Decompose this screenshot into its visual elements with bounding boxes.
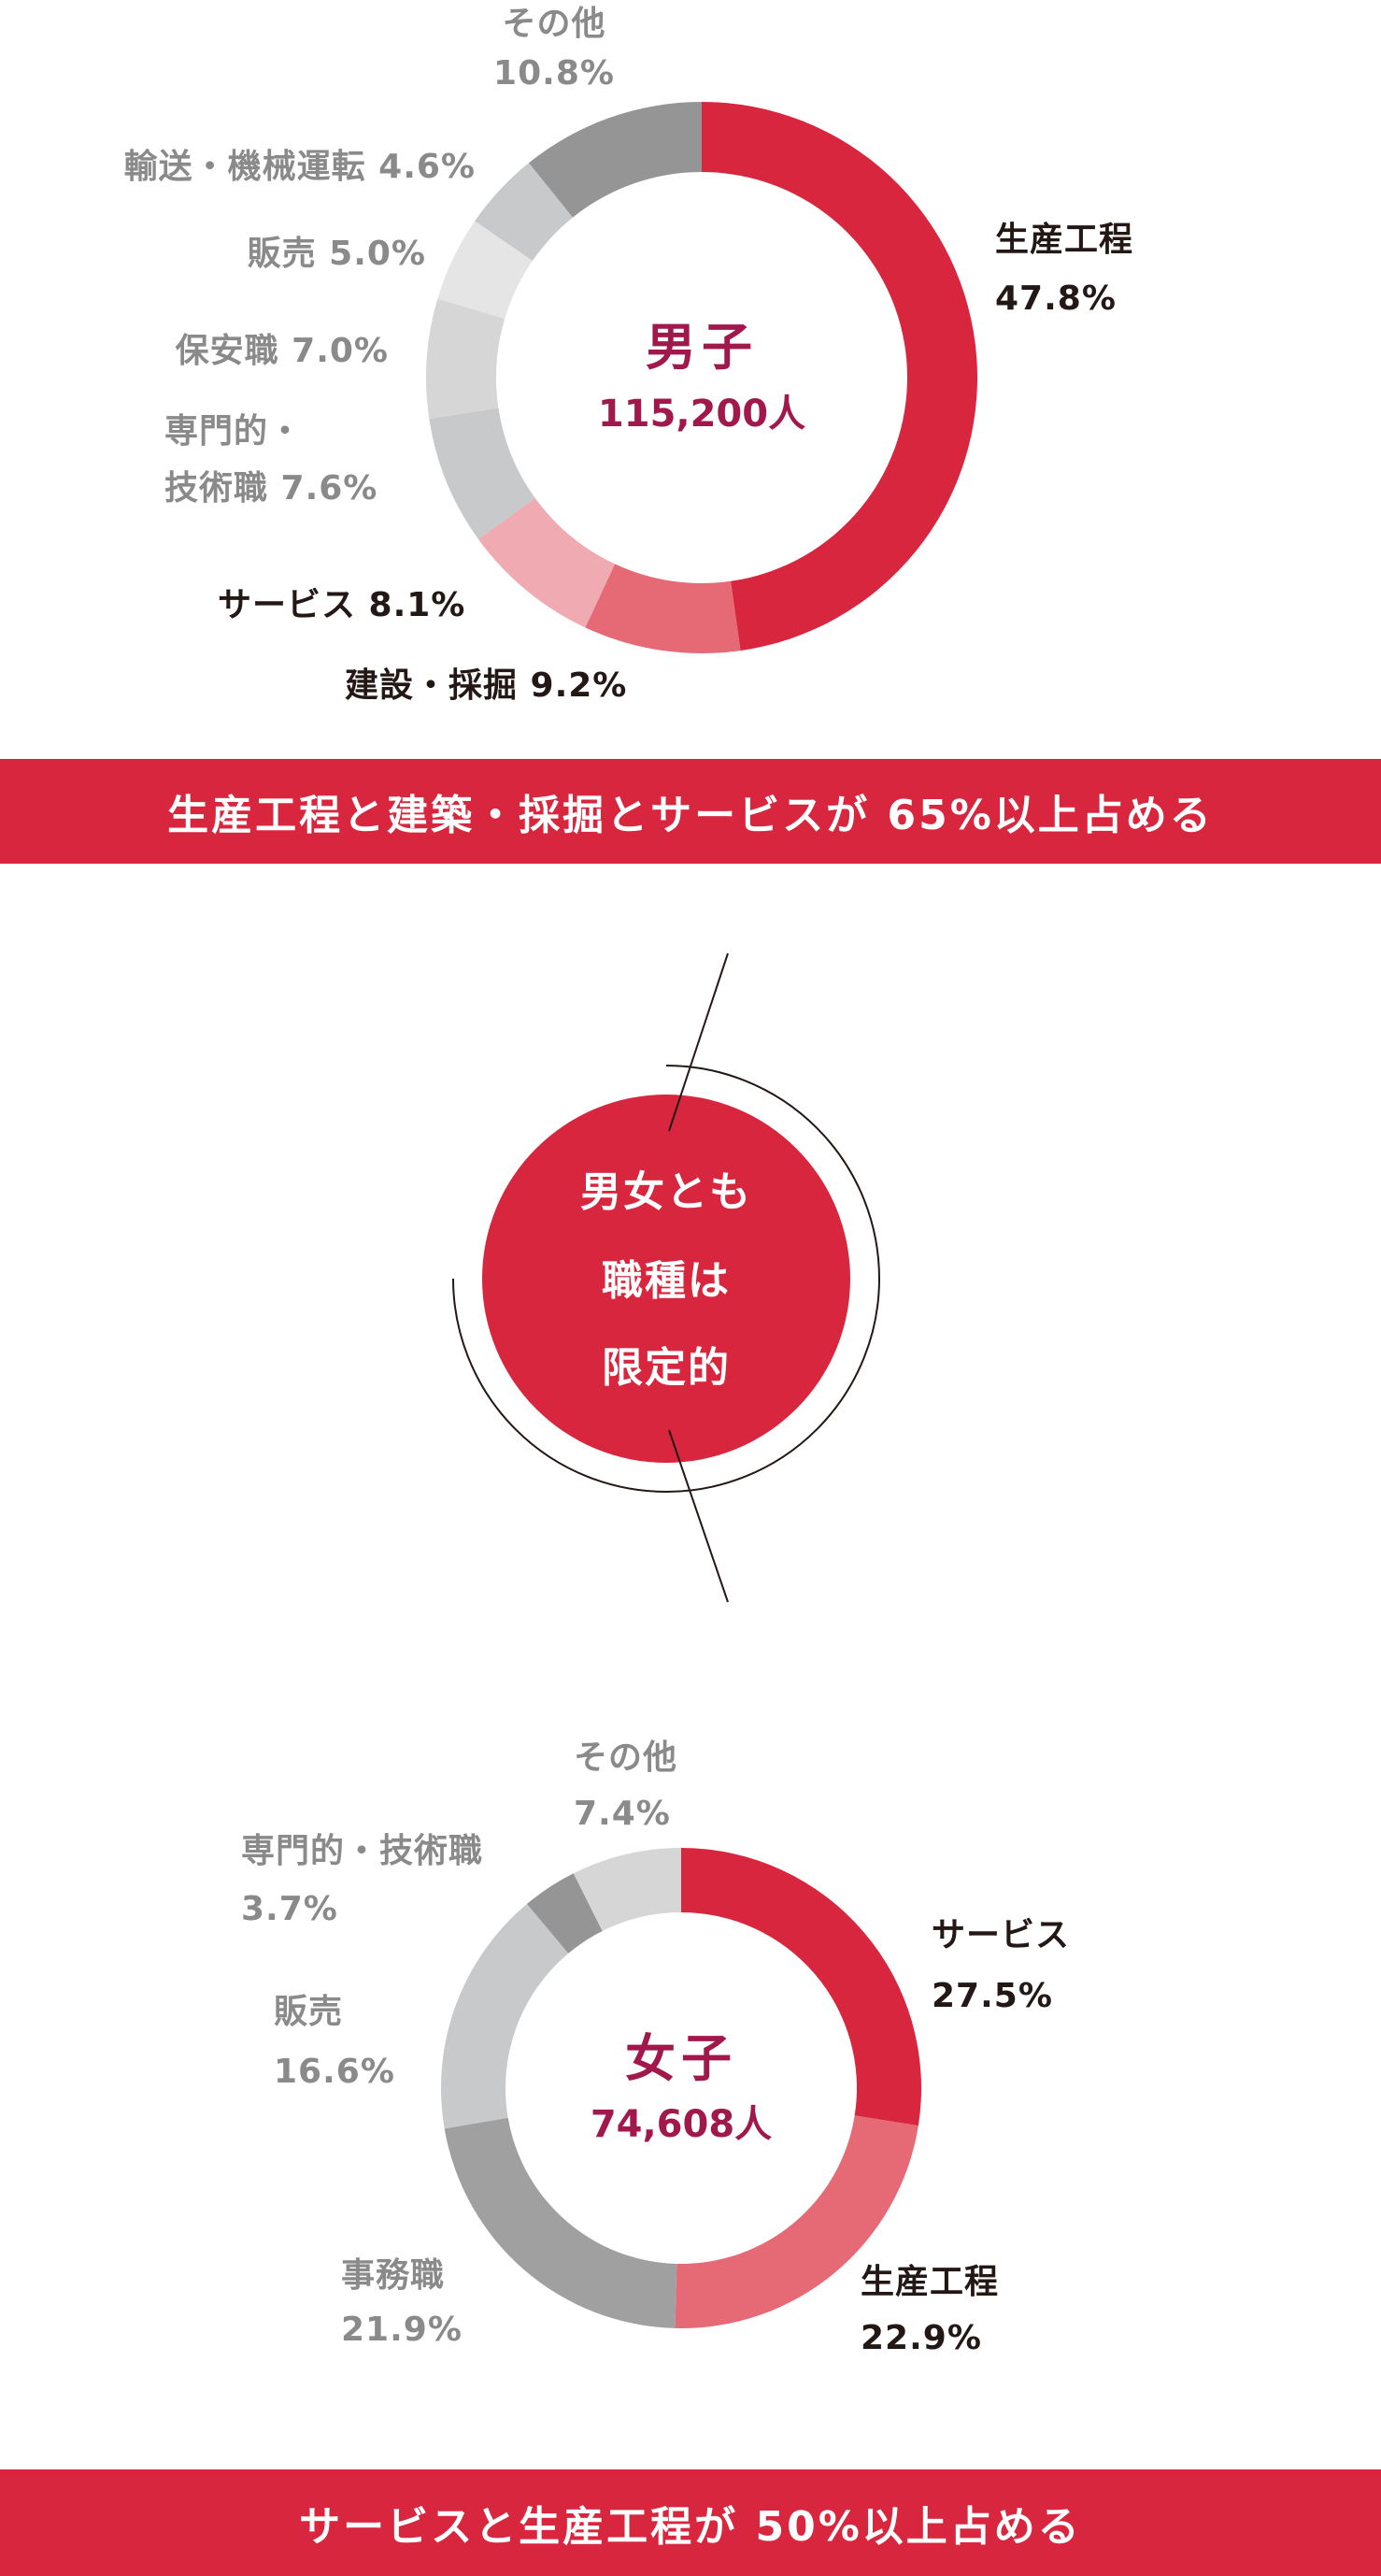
- donut-slice: [429, 408, 535, 539]
- donut-slice: [585, 564, 741, 653]
- female-label-production-pct: 22.9%: [861, 2319, 982, 2357]
- male-center-count: 115,200人: [597, 393, 806, 436]
- donut-slice: [437, 221, 533, 320]
- male-label-professional-1: 専門的・: [164, 412, 304, 451]
- middle-text-3: 限定的: [602, 1344, 731, 1392]
- donut-slice: [425, 298, 505, 419]
- middle-circle: [482, 1095, 850, 1463]
- middle-text-2: 職種は: [602, 1257, 731, 1305]
- donut-slice: [675, 2115, 918, 2329]
- female-label-professional: 専門的・技術職: [241, 1832, 484, 1870]
- female-donut: [441, 1848, 921, 2329]
- male-summary-banner: 生産工程と建築・採掘とサービスが 65%以上占める: [0, 759, 1381, 864]
- donut-slice: [475, 163, 574, 262]
- male-donut: [425, 101, 978, 653]
- male-center-title: 男子: [646, 318, 758, 377]
- middle-arc: [452, 1065, 880, 1493]
- male-label-other-pct: 10.8%: [493, 54, 615, 93]
- male-label-professional-2: 技術職 7.6%: [164, 469, 378, 508]
- female-label-clerical: 事務職: [341, 2256, 446, 2295]
- female-label-service: サービス: [932, 1916, 1071, 1954]
- female-label-other-pct: 7.4%: [574, 1795, 671, 1833]
- female-label-other: その他: [574, 1739, 678, 1777]
- female-label-production: 生産工程: [861, 2263, 1000, 2301]
- female-summary-banner: サービスと生産工程が 50%以上占める: [0, 2469, 1381, 2576]
- donut-slice: [681, 1848, 921, 2126]
- male-label-production-pct: 47.8%: [995, 279, 1117, 318]
- donut-slice: [573, 1848, 681, 1931]
- donut-slice: [441, 1904, 569, 2129]
- donut-slice: [477, 497, 616, 628]
- female-label-sales-pct: 16.6%: [274, 2053, 395, 2091]
- male-label-other: その他: [502, 5, 606, 43]
- female-label-clerical-pct: 21.9%: [341, 2311, 463, 2349]
- female-center-title: 女子: [625, 2029, 737, 2088]
- donut-slice: [702, 101, 978, 651]
- middle-text-1: 男女とも: [580, 1168, 752, 1216]
- female-center-count: 74,608人: [590, 2103, 773, 2146]
- male-label-production: 生産工程: [995, 221, 1134, 259]
- male-label-sales: 販売 5.0%: [247, 235, 426, 273]
- female-label-professional-pct: 3.7%: [241, 1890, 338, 1928]
- male-label-construction: 建設・採掘 9.2%: [345, 666, 628, 705]
- middle-line-top: [668, 952, 729, 1132]
- male-label-transport: 輸送・機械運転 4.6%: [123, 148, 476, 186]
- middle-line-bottom: [668, 1429, 729, 1603]
- donut-slice: [444, 2117, 677, 2328]
- female-label-sales: 販売: [274, 1993, 344, 2031]
- male-label-service: サービス 8.1%: [218, 586, 466, 624]
- donut-slice: [526, 1873, 603, 1953]
- female-label-service-pct: 27.5%: [932, 1977, 1053, 2015]
- donut-slice: [528, 102, 702, 218]
- male-label-security: 保安職 7.0%: [175, 332, 389, 370]
